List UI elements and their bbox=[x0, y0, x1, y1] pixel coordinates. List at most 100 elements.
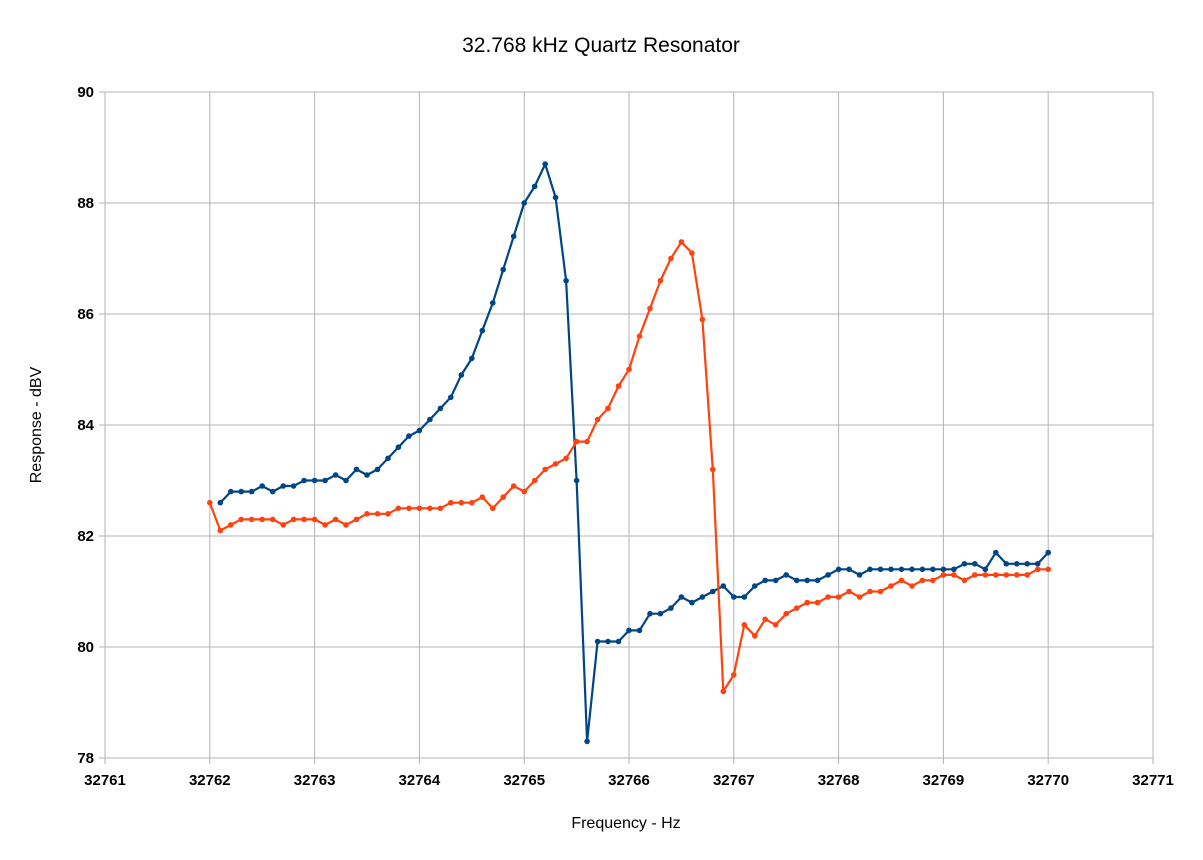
data-point bbox=[835, 594, 842, 600]
data-point bbox=[1003, 561, 1010, 567]
data-point bbox=[458, 499, 465, 506]
data-point bbox=[353, 516, 360, 523]
data-point bbox=[395, 444, 402, 451]
data-point bbox=[248, 516, 255, 523]
data-point bbox=[898, 566, 905, 573]
data-point bbox=[909, 583, 915, 589]
data-point bbox=[972, 561, 978, 567]
data-point bbox=[353, 466, 360, 473]
y-axis-ticks: 78 80 82 84 86 88 90 bbox=[77, 84, 94, 767]
data-point bbox=[814, 577, 821, 584]
data-point bbox=[510, 483, 517, 489]
data-point bbox=[961, 577, 968, 584]
y-tick-label: 80 bbox=[77, 639, 94, 656]
x-tick-label: 32765 bbox=[503, 772, 545, 789]
data-point bbox=[458, 372, 465, 378]
data-point bbox=[825, 572, 831, 578]
data-point bbox=[437, 405, 444, 412]
y-tick-label: 86 bbox=[77, 306, 94, 323]
y-tick-label: 90 bbox=[77, 84, 94, 101]
x-tick-label: 32767 bbox=[713, 772, 755, 789]
data-point bbox=[238, 516, 244, 523]
data-point bbox=[332, 516, 339, 523]
data-point bbox=[228, 488, 234, 495]
data-point bbox=[731, 594, 737, 600]
data-point bbox=[615, 638, 622, 645]
data-point bbox=[825, 594, 831, 600]
data-point bbox=[500, 494, 507, 500]
data-point bbox=[772, 577, 779, 584]
data-point bbox=[217, 499, 224, 506]
data-point bbox=[1034, 561, 1041, 567]
series-line bbox=[219, 163, 1050, 743]
data-point bbox=[385, 455, 391, 462]
data-point bbox=[374, 466, 381, 473]
data-point bbox=[448, 394, 454, 401]
x-tick-label: 32763 bbox=[294, 772, 336, 789]
data-point bbox=[605, 638, 611, 645]
data-point bbox=[1014, 572, 1020, 578]
data-point bbox=[951, 572, 957, 578]
data-point bbox=[374, 511, 381, 517]
x-tick-label: 32761 bbox=[84, 772, 126, 789]
data-point bbox=[301, 477, 307, 484]
data-point bbox=[867, 566, 873, 573]
x-tick-label: 32771 bbox=[1132, 772, 1174, 789]
gridlines bbox=[99, 91, 1154, 764]
data-point bbox=[783, 610, 789, 617]
data-point bbox=[731, 672, 737, 678]
data-point bbox=[657, 277, 664, 284]
data-point bbox=[343, 477, 349, 484]
data-point bbox=[919, 577, 926, 584]
data-point bbox=[343, 522, 349, 528]
data-point bbox=[259, 483, 266, 489]
data-point bbox=[510, 233, 517, 240]
data-point bbox=[301, 516, 307, 523]
series-2 bbox=[207, 239, 1051, 695]
data-point bbox=[437, 505, 444, 512]
data-point bbox=[678, 239, 685, 245]
data-point bbox=[280, 483, 287, 489]
x-tick-label: 32768 bbox=[818, 772, 860, 789]
data-point bbox=[720, 583, 727, 589]
x-tick-label: 32769 bbox=[923, 772, 965, 789]
data-point bbox=[584, 738, 590, 745]
data-point bbox=[877, 588, 884, 595]
data-point bbox=[657, 610, 664, 617]
data-point bbox=[311, 516, 318, 523]
data-point bbox=[500, 266, 507, 273]
data-point bbox=[280, 522, 287, 528]
y-tick-label: 82 bbox=[77, 528, 94, 545]
data-point bbox=[1045, 566, 1051, 573]
y-tick-label: 78 bbox=[77, 750, 94, 767]
data-point bbox=[469, 499, 475, 506]
y-tick-label: 88 bbox=[77, 195, 94, 212]
data-point bbox=[793, 577, 800, 584]
data-point bbox=[490, 505, 496, 512]
data-point bbox=[311, 477, 318, 484]
data-point bbox=[772, 622, 779, 628]
data-point bbox=[993, 572, 999, 578]
data-point bbox=[228, 522, 234, 528]
data-point bbox=[269, 516, 276, 523]
data-point bbox=[1034, 566, 1041, 573]
data-point bbox=[888, 583, 894, 589]
x-tick-label: 32764 bbox=[399, 772, 441, 789]
data-point bbox=[552, 461, 559, 467]
data-point bbox=[846, 588, 852, 595]
data-point bbox=[930, 577, 936, 584]
data-point bbox=[563, 455, 569, 462]
data-point bbox=[940, 572, 947, 578]
data-point bbox=[856, 572, 863, 578]
data-point bbox=[689, 250, 695, 256]
data-point bbox=[584, 438, 590, 445]
data-point bbox=[490, 300, 496, 306]
y-axis-label: Response - dBV bbox=[28, 366, 45, 483]
data-point bbox=[594, 638, 601, 645]
data-point bbox=[469, 355, 475, 362]
data-point bbox=[448, 499, 454, 506]
x-axis-label: Frequency - Hz bbox=[571, 815, 680, 832]
data-point bbox=[364, 472, 370, 478]
data-point bbox=[406, 505, 412, 512]
data-point bbox=[479, 494, 486, 500]
